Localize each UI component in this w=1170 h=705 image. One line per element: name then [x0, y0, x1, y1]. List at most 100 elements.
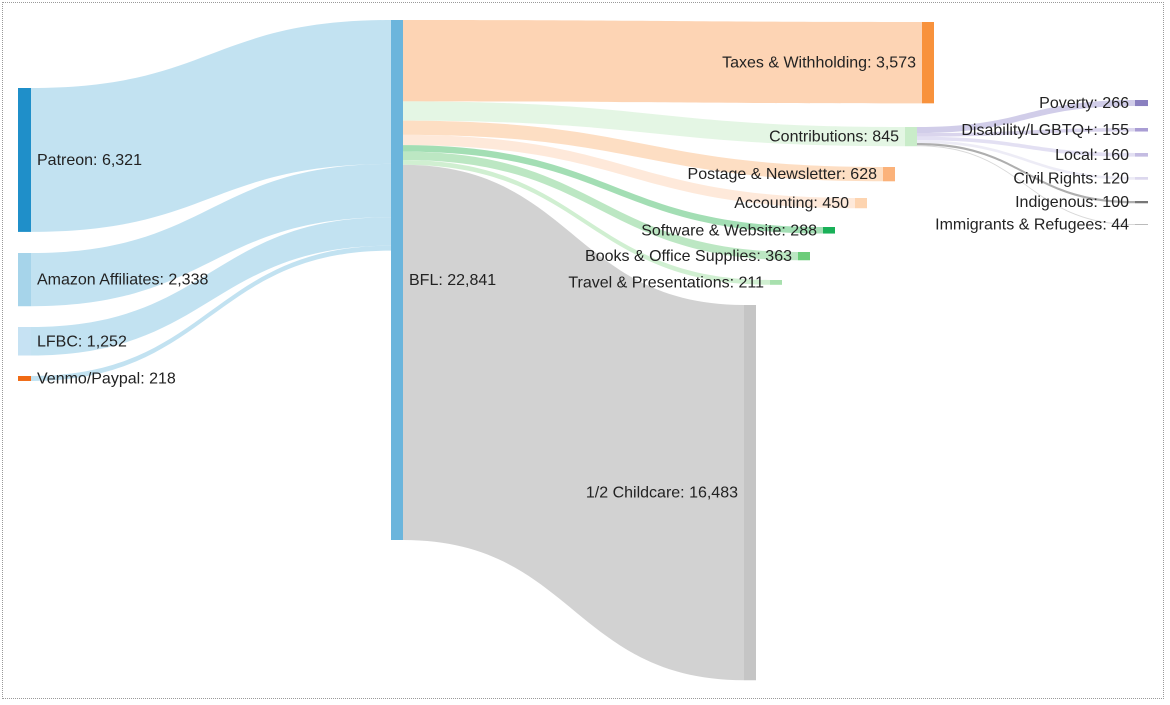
- node-name: Immigrants & Refugees: [935, 217, 1102, 234]
- node-name: Disability/LGBTQ+: [961, 122, 1093, 139]
- node-value: 363: [765, 248, 792, 265]
- node-value: 100: [1102, 194, 1129, 211]
- link-lfbc-to-bfl[interactable]: [31, 217, 391, 356]
- node-label-amazon: Amazon Affiliates: 2,338: [37, 272, 208, 289]
- node-venmo[interactable]: [18, 376, 31, 381]
- node-label-bfl: BFL: 22,841: [409, 272, 496, 289]
- node-name: Travel & Presentations: [568, 274, 729, 291]
- label-separator: :: [1093, 194, 1102, 211]
- node-disability[interactable]: [1135, 128, 1148, 132]
- node-value: 211: [738, 274, 764, 291]
- node-travel[interactable]: [770, 280, 782, 285]
- link-bfl-to-accounting[interactable]: [403, 134, 855, 209]
- node-taxes[interactable]: [922, 22, 934, 104]
- node-value: 628: [850, 166, 877, 183]
- links-layer: [31, 20, 1135, 681]
- link-bfl-to-books[interactable]: [403, 151, 798, 261]
- node-amazon[interactable]: [18, 253, 31, 307]
- node-name: Amazon Affiliates: [37, 272, 159, 289]
- node-name: Venmo/Paypal: [37, 370, 140, 387]
- link-contrib-to-indigenous[interactable]: [917, 142, 1135, 204]
- link-amazon-to-bfl[interactable]: [31, 163, 391, 307]
- node-books[interactable]: [798, 252, 810, 261]
- label-separator: :: [438, 272, 447, 289]
- node-name: Contributions: [769, 129, 863, 146]
- node-label-indigenous: Indigenous: 100: [1015, 194, 1129, 211]
- node-label-accounting: Accounting: 450: [734, 195, 849, 212]
- node-name: Postage & Newsletter: [688, 166, 843, 183]
- label-separator: :: [680, 485, 689, 502]
- label-separator: :: [863, 129, 872, 146]
- label-separator: :: [140, 370, 149, 387]
- label-separator: :: [159, 272, 168, 289]
- link-contrib-to-local[interactable]: [917, 136, 1135, 157]
- node-label-disability: Disability/LGBTQ+: 155: [961, 122, 1129, 139]
- node-value: 1,252: [87, 333, 127, 350]
- node-label-local: Local: 160: [1055, 147, 1129, 164]
- node-indigenous[interactable]: [1135, 201, 1148, 204]
- node-patreon[interactable]: [18, 88, 31, 232]
- node-accounting[interactable]: [855, 198, 867, 209]
- node-label-books: Books & Office Supplies: 363: [585, 248, 792, 265]
- label-separator: :: [1093, 122, 1102, 139]
- link-bfl-to-taxes[interactable]: [403, 20, 922, 104]
- node-label-lfbc: LFBC: 1,252: [37, 333, 127, 350]
- node-software[interactable]: [823, 227, 835, 234]
- node-lfbc[interactable]: [18, 327, 31, 356]
- node-name: Taxes & Withholding: [722, 55, 867, 72]
- node-label-venmo: Venmo/Paypal: 218: [37, 370, 176, 387]
- node-value: 3,573: [876, 55, 916, 72]
- label-separator: :: [1093, 95, 1102, 112]
- node-label-poverty: Poverty: 266: [1039, 95, 1129, 112]
- link-contrib-to-disability[interactable]: [917, 128, 1135, 137]
- label-separator: :: [1093, 147, 1102, 164]
- node-name: Books & Office Supplies: [585, 248, 756, 265]
- node-name: Software & Website: [641, 222, 781, 239]
- node-label-childcare: 1/2 Childcare: 16,483: [586, 485, 738, 502]
- node-poverty[interactable]: [1135, 100, 1148, 107]
- label-separator: :: [1102, 217, 1111, 234]
- node-label-travel: Travel & Presentations: 211: [568, 274, 764, 291]
- link-bfl-to-software[interactable]: [403, 145, 823, 234]
- link-bfl-to-childcare[interactable]: [403, 164, 744, 681]
- link-patreon-to-bfl[interactable]: [31, 20, 391, 232]
- node-value: 120: [1102, 170, 1129, 187]
- link-bfl-to-postage[interactable]: [403, 120, 883, 182]
- node-value: 160: [1102, 147, 1129, 164]
- link-bfl-to-travel[interactable]: [403, 159, 770, 285]
- node-label-immigrants: Immigrants & Refugees: 44: [935, 217, 1129, 234]
- node-immigrants[interactable]: [1135, 224, 1148, 226]
- node-postage[interactable]: [883, 167, 895, 182]
- link-contrib-to-poverty[interactable]: [917, 100, 1135, 134]
- node-label-software: Software & Website: 288: [641, 222, 817, 239]
- node-name: Indigenous: [1015, 194, 1093, 211]
- node-name: Patreon: [37, 152, 93, 169]
- link-contrib-to-civil[interactable]: [917, 140, 1135, 180]
- node-bfl[interactable]: [391, 20, 403, 540]
- node-name: BFL: [409, 272, 438, 289]
- label-separator: :: [93, 152, 102, 169]
- node-label-postage: Postage & Newsletter: 628: [688, 166, 878, 183]
- node-name: Accounting: [734, 195, 813, 212]
- node-label-taxes: Taxes & Withholding: 3,573: [722, 55, 916, 72]
- node-value: 288: [790, 222, 817, 239]
- node-childcare[interactable]: [744, 305, 756, 681]
- link-contrib-to-immigrants[interactable]: [917, 145, 1135, 226]
- link-venmo-to-bfl[interactable]: [31, 245, 391, 381]
- label-separator: :: [781, 222, 790, 239]
- label-separator: :: [1093, 170, 1102, 187]
- node-label-civil: Civil Rights: 120: [1013, 170, 1129, 187]
- node-civil[interactable]: [1135, 177, 1148, 180]
- node-value: 155: [1102, 122, 1129, 139]
- node-name: Civil Rights: [1013, 170, 1093, 187]
- node-label-patreon: Patreon: 6,321: [37, 152, 142, 169]
- node-contrib[interactable]: [905, 127, 917, 147]
- labels-layer: Patreon: 6,321 Amazon Affiliates: 2,338 LF…: [37, 55, 1129, 502]
- link-bfl-to-contrib[interactable]: [403, 101, 905, 147]
- node-value: 845: [872, 129, 899, 146]
- node-local[interactable]: [1135, 153, 1148, 157]
- node-name: LFBC: [37, 333, 78, 350]
- node-name: 1/2 Childcare: [586, 485, 680, 502]
- node-name: Local: [1055, 147, 1093, 164]
